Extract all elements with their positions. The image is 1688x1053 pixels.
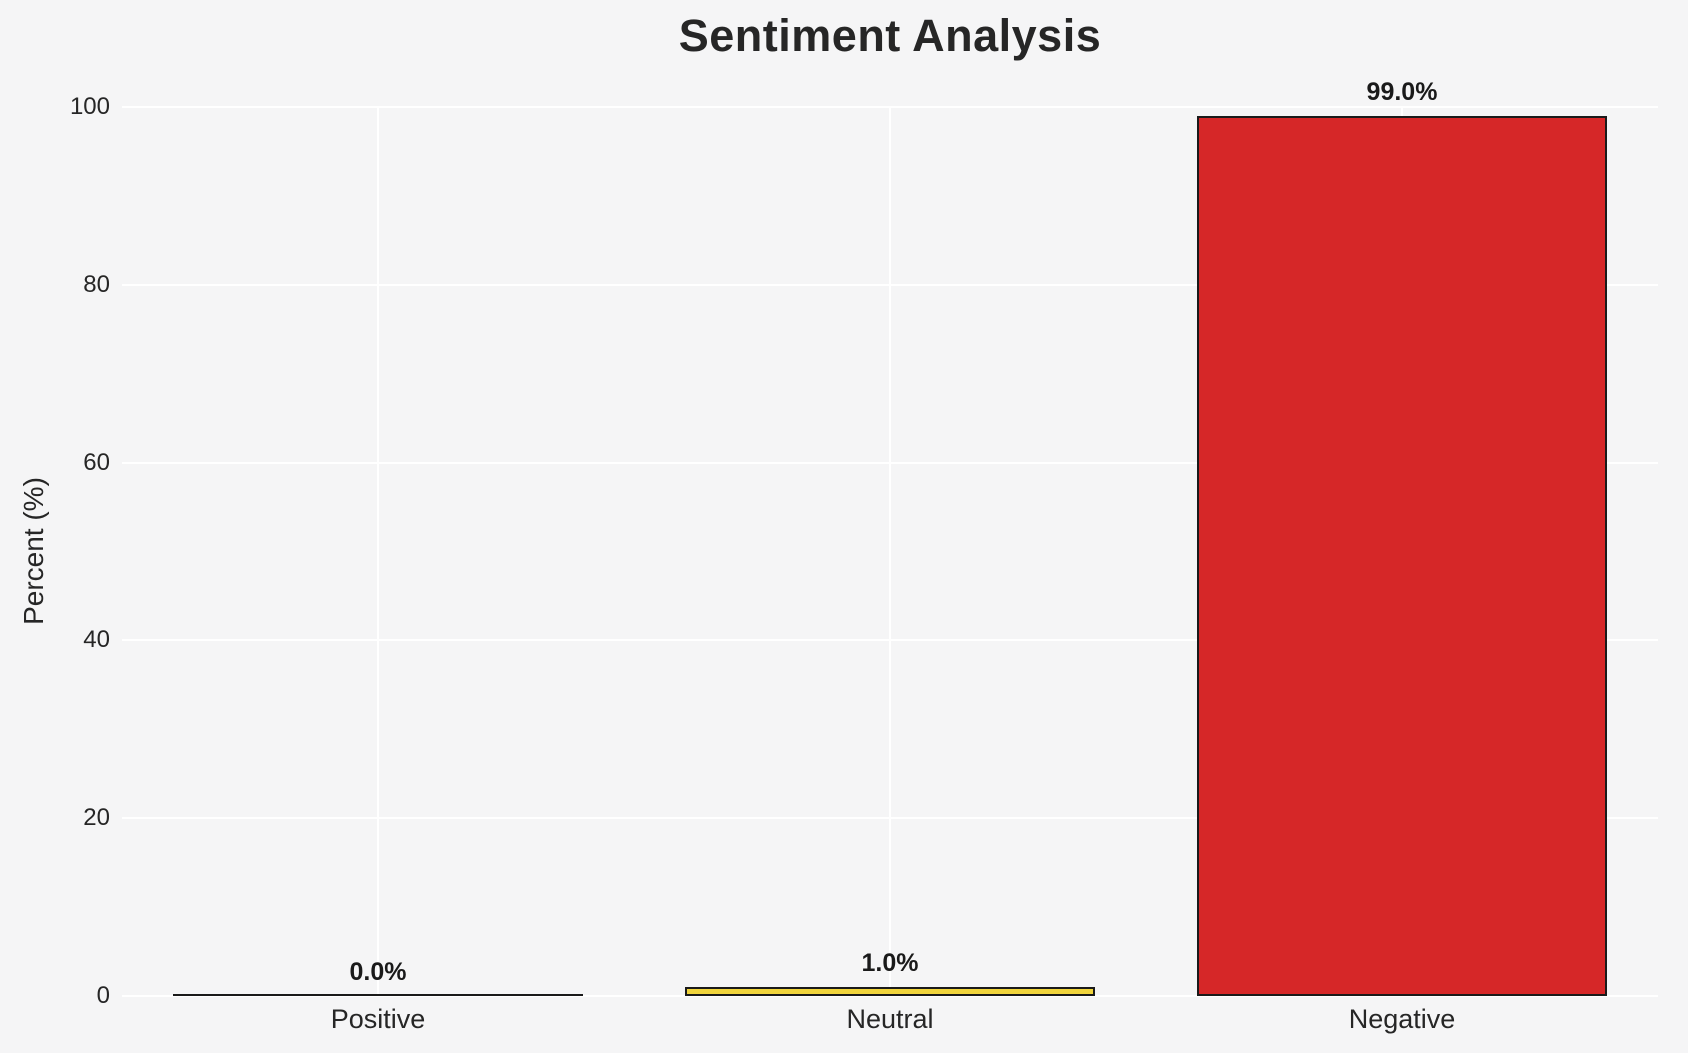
y-axis: 0 20 40 60 80 100	[0, 93, 110, 1009]
horizontal-gridline	[122, 995, 1658, 997]
vertical-gridline	[376, 107, 379, 996]
x-tick-label: Negative	[1348, 1004, 1456, 1034]
y-tick-label: 20	[83, 804, 110, 832]
bar-value-label: 0.0%	[349, 958, 407, 986]
chart-title: Sentiment Analysis	[678, 10, 1102, 61]
y-tick-label: 80	[83, 270, 110, 298]
x-tick-label: Positive	[330, 1004, 426, 1034]
y-tick-label: 0	[96, 982, 110, 1009]
x-tick-label: Neutral	[846, 1004, 934, 1034]
bar-negative	[1197, 115, 1607, 996]
y-tick-label: 40	[83, 626, 110, 654]
bar-value-label: 99.0%	[1366, 77, 1438, 106]
bar-value-label: 1.0%	[861, 949, 919, 978]
bar-positive	[173, 994, 583, 996]
bar-neutral	[685, 987, 1095, 996]
vertical-gridline	[889, 107, 891, 996]
y-tick-label: 100	[69, 93, 110, 120]
plot-area: 0.0% Positive 1.0% Neutral 99.0% Negative	[122, 78, 1658, 1034]
y-tick-label: 60	[83, 448, 110, 476]
